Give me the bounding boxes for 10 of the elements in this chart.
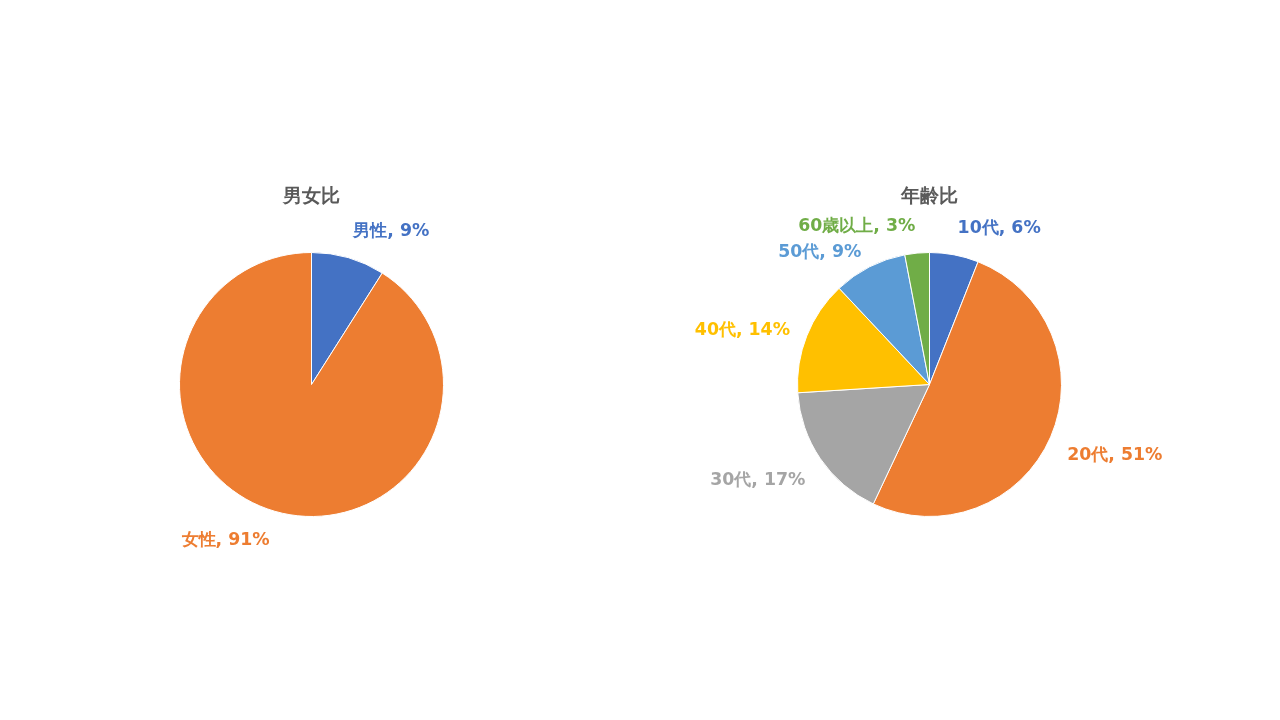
slice-label: 60歳以上, 3% (798, 215, 916, 236)
chart-title: 年齢比 (900, 185, 958, 206)
slice-label: 50代, 9% (778, 240, 862, 261)
slice-label: 10代, 6% (957, 217, 1041, 238)
chart-title: 男女比 (282, 185, 340, 206)
slice-label: 男性, 9% (352, 220, 430, 241)
slice-label: 女性, 91% (180, 528, 270, 549)
slice-label: 30代, 17% (710, 468, 806, 489)
slice-label: 40代, 14% (694, 319, 791, 340)
slice-label: 20代, 51% (1067, 444, 1163, 465)
